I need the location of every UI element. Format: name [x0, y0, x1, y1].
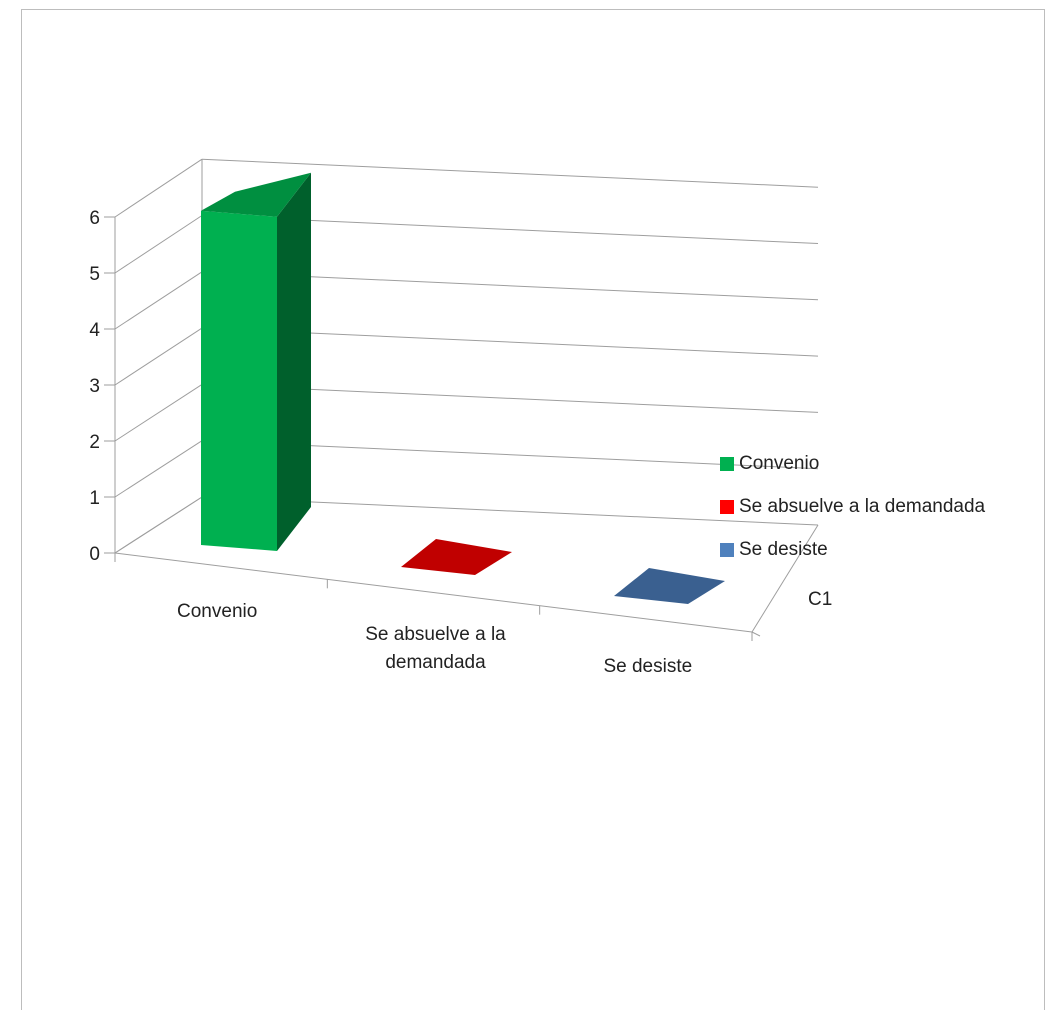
- depth-tick-label: C1: [808, 589, 832, 610]
- bar-top-face: [201, 172, 311, 217]
- x-axis: [114, 552, 753, 633]
- bar-front-face: [201, 210, 277, 552]
- legend-swatch-convenio: [720, 457, 734, 471]
- legend-label-se-desiste: Se desiste: [739, 539, 828, 560]
- gridline-side: [114, 440, 203, 498]
- legend-item-se-absuelve: Se absuelve a la demandada: [720, 496, 985, 518]
- legend-item-convenio: Convenio: [720, 453, 985, 475]
- legend-swatch-se-desiste: [720, 543, 734, 557]
- gridline-side: [114, 215, 203, 274]
- chart-frame: [21, 9, 1045, 1010]
- y-tick-label: 2: [89, 432, 100, 453]
- bar-1: [201, 172, 311, 552]
- gridline-back: [201, 158, 819, 188]
- gridline-side: [114, 383, 203, 442]
- bar-top-face: [401, 539, 512, 575]
- x-tick-label: demandada: [385, 652, 486, 673]
- floor-left-edge: [114, 496, 203, 554]
- y-tick-label: 6: [89, 208, 100, 229]
- x-tick-label: Se desiste: [603, 656, 692, 677]
- gridline-side: [114, 327, 203, 386]
- y-tick-label: 4: [89, 320, 100, 341]
- y-tick-label: 3: [89, 376, 100, 397]
- y-tick-label: 0: [89, 544, 100, 565]
- x-tick-label: Convenio: [177, 601, 257, 622]
- bar-top-face: [614, 568, 725, 604]
- legend-label-se-absuelve: Se absuelve a la demandada: [739, 496, 986, 517]
- legend-swatch-se-absuelve: [720, 500, 734, 514]
- bar-2: [401, 539, 512, 575]
- x-tick-label: Se absuelve a la: [365, 624, 506, 645]
- gridline-side: [114, 271, 203, 330]
- y-tick-label: 1: [89, 488, 100, 509]
- gridline-side: [114, 158, 203, 218]
- bar-side-face: [277, 172, 311, 552]
- legend: Convenio Se absuelve a la demandada Se d…: [720, 453, 985, 582]
- y-tick-label: 5: [89, 264, 100, 285]
- legend-label-convenio: Convenio: [739, 453, 820, 474]
- bar-3: [614, 568, 725, 604]
- legend-item-se-desiste: Se desiste: [720, 539, 985, 561]
- depth-axis: [751, 524, 819, 633]
- depth-tick-mark: [751, 631, 761, 637]
